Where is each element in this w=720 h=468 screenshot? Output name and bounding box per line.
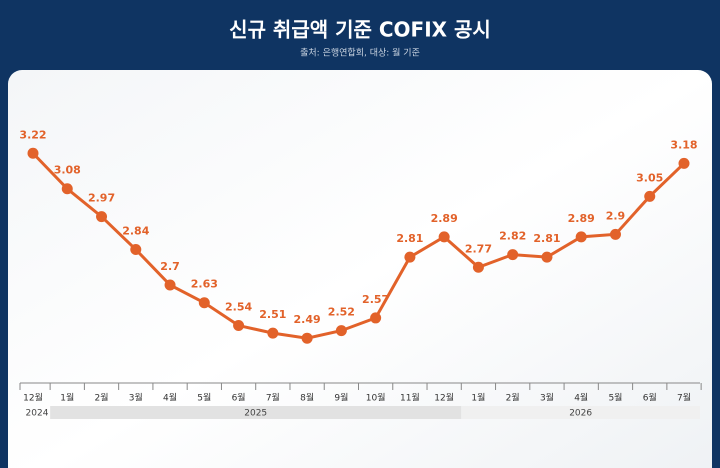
data-label: 2.84 — [122, 225, 149, 238]
point — [472, 261, 484, 273]
point — [130, 244, 142, 256]
data-label: 2.81 — [396, 232, 423, 245]
x-tick-label: 7월 — [266, 392, 280, 404]
card — [8, 70, 712, 468]
data-label: 2.97 — [88, 192, 115, 205]
data-label: 3.08 — [54, 164, 81, 177]
year-label: 2024 — [26, 409, 49, 419]
x-tick-label: 6월 — [643, 392, 657, 404]
point — [541, 251, 553, 263]
point — [507, 249, 519, 261]
data-label: 3.05 — [636, 171, 663, 184]
x-tick-label: 11월 — [400, 392, 420, 404]
data-label: 3.18 — [670, 138, 697, 151]
x-tick-label: 4월 — [163, 392, 177, 404]
data-label: 2.9 — [606, 209, 626, 222]
point — [404, 251, 416, 263]
x-tick-label: 1월 — [60, 392, 74, 404]
data-label: 3.22 — [19, 128, 46, 141]
data-label: 2.82 — [499, 230, 526, 243]
x-tick-label: 6월 — [232, 392, 246, 404]
x-tick-label: 10월 — [366, 392, 386, 404]
x-tick-label: 3월 — [129, 392, 143, 404]
x-tick-label: 12월 — [434, 392, 454, 404]
x-tick-label: 3월 — [540, 392, 554, 404]
chart-subtitle: 출처: 은행연합회, 대상: 월 기준 — [300, 47, 420, 59]
x-tick-label: 9월 — [334, 392, 348, 404]
year-band — [50, 406, 462, 419]
data-label: 2.57 — [362, 293, 389, 306]
x-tick-label: 8월 — [300, 392, 314, 404]
data-label: 2.81 — [533, 232, 560, 245]
point — [96, 211, 108, 223]
point — [678, 157, 690, 169]
point — [233, 320, 245, 332]
point — [27, 147, 39, 159]
point — [575, 231, 587, 243]
data-label: 2.49 — [294, 313, 321, 326]
x-tick-label: 5월 — [197, 392, 211, 404]
x-tick-label: 2월 — [95, 392, 109, 404]
point — [198, 297, 210, 309]
point — [301, 332, 313, 344]
point — [609, 228, 621, 240]
point — [164, 279, 176, 291]
data-label: 2.7 — [160, 260, 180, 273]
year-band — [461, 406, 700, 419]
data-label: 2.54 — [225, 301, 252, 314]
data-label: 2.63 — [191, 278, 218, 291]
data-label: 2.51 — [259, 308, 286, 321]
point — [370, 312, 382, 324]
year-label: 2025 — [244, 409, 267, 419]
x-tick-label: 12월 — [23, 392, 43, 404]
data-label: 2.77 — [465, 242, 492, 255]
data-label: 2.52 — [328, 306, 355, 319]
x-tick-label: 4월 — [574, 392, 588, 404]
x-tick-label: 7월 — [677, 392, 691, 404]
chart-title: 신규 취급액 기준 COFIX 공시 — [229, 18, 491, 42]
data-label: 2.89 — [431, 212, 458, 225]
point — [61, 183, 73, 195]
point — [267, 327, 279, 339]
x-tick-label: 5월 — [608, 392, 622, 404]
point — [335, 325, 347, 337]
line — [31, 152, 686, 340]
x-tick-label: 2월 — [506, 392, 520, 404]
x-tick-label: 1월 — [471, 392, 485, 404]
data-label: 2.89 — [568, 212, 595, 225]
point — [644, 190, 656, 202]
year-label: 2026 — [569, 409, 592, 419]
point — [438, 231, 450, 243]
